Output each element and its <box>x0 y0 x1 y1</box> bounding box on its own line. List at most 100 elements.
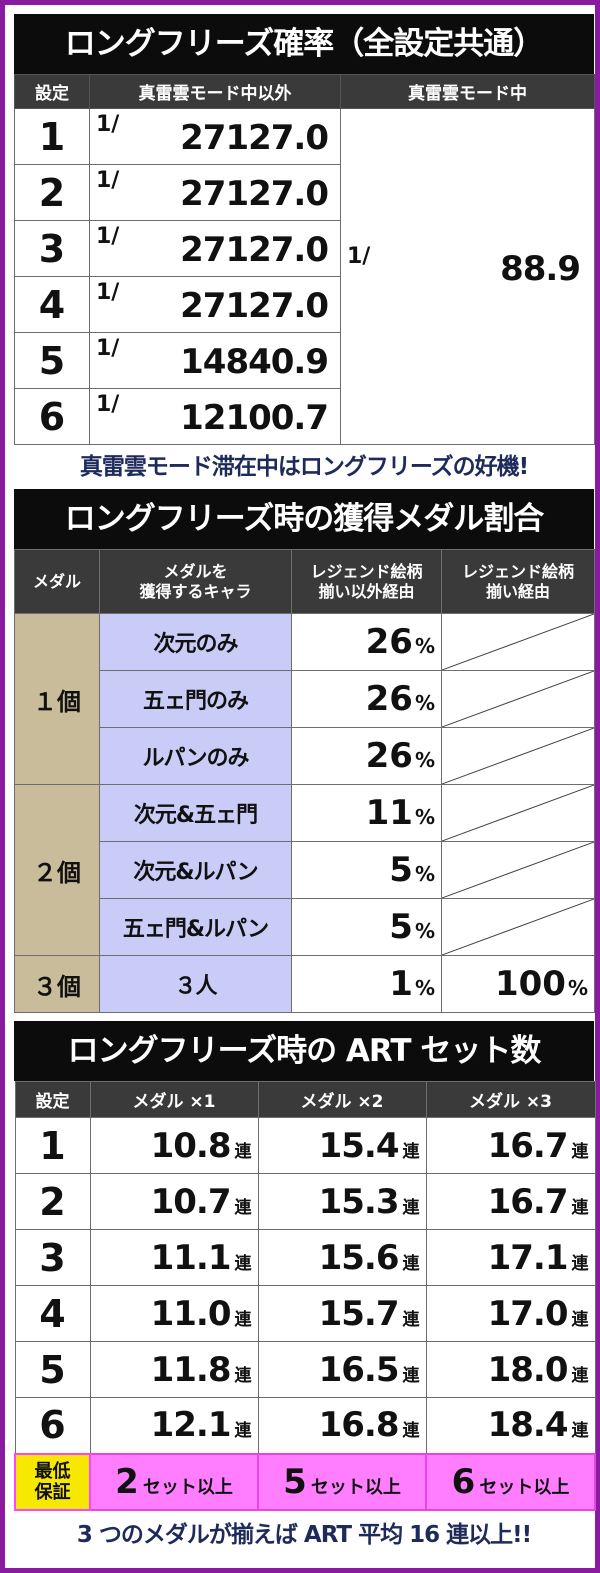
guarantee-value: 5 <box>283 1461 307 1502</box>
guarantee-label: 最低 保証 <box>14 1452 91 1511</box>
ren-value: 15.4 <box>318 1125 400 1166</box>
ren-unit: 連 <box>402 1421 420 1442</box>
ren-cell: 17.1 連 <box>425 1229 596 1286</box>
slash-line <box>442 899 594 955</box>
percent-unit: % <box>414 805 435 829</box>
character-cell: 次元のみ <box>99 613 292 671</box>
header-medal-x2: メダル ×2 <box>257 1081 427 1118</box>
slash-line <box>442 614 594 670</box>
ren-unit: 連 <box>571 1197 589 1218</box>
character-cell: 五ェ門&ルパン <box>99 898 292 956</box>
ren-unit: 連 <box>234 1141 252 1162</box>
section-gap <box>14 1013 594 1021</box>
probability-cell: 1/ 14840.9 <box>89 332 341 389</box>
art-set-count-table: 設定 メダル ×1 メダル ×2 メダル ×3 1 10.8 連 15.4 連 16… <box>14 1081 596 1511</box>
table-row: 5 11.8 連 16.5 連 18.0 連 <box>14 1341 596 1398</box>
medal-count: １個 <box>14 613 100 785</box>
table-row: 五ェ門のみ 26% <box>15 670 595 728</box>
header-legend: レジェンド絵柄 揃い経由 <box>441 549 595 614</box>
percent-cell: 26% <box>291 670 442 728</box>
ren-unit: 連 <box>234 1365 252 1386</box>
fraction-prefix: 1/ <box>347 244 371 269</box>
table-row: 1 1/ 27127.0 1/ 88.9 <box>14 108 595 445</box>
percent-unit: % <box>414 634 435 658</box>
setting-number: 6 <box>14 1397 91 1454</box>
probability-cell: 1/ 27127.0 <box>89 220 341 277</box>
table-row: ３個 ３人 1% 100% <box>14 955 595 1013</box>
long-freeze-probability-table: 設定 真雷雲モード中以外 真雷雲モード中 1 1/ 27127.0 1/ 88.… <box>14 74 595 445</box>
ren-value: 15.7 <box>318 1293 400 1334</box>
slash-line <box>442 842 594 898</box>
ren-value: 15.6 <box>318 1237 400 1278</box>
ren-cell: 16.5 連 <box>257 1341 427 1398</box>
header-medal: メダル <box>14 549 100 614</box>
ren-cell: 11.1 連 <box>89 1229 259 1286</box>
percent-unit: % <box>414 919 435 943</box>
fraction-prefix: 1/ <box>96 392 120 417</box>
guarantee-value: 6 <box>451 1461 476 1502</box>
medal-count: ２個 <box>14 784 100 956</box>
character-cell: ルパンのみ <box>99 727 292 785</box>
ren-unit: 連 <box>571 1141 589 1162</box>
empty-slash-cell <box>441 727 595 785</box>
setting-number: 4 <box>14 1285 91 1342</box>
ren-unit: 連 <box>402 1253 420 1274</box>
ren-cell: 18.4 連 <box>425 1397 596 1454</box>
ren-unit: 連 <box>571 1253 589 1274</box>
probability-value: 14840.9 <box>180 342 329 382</box>
percent-unit: % <box>414 691 435 715</box>
guarantee-unit: セット以上 <box>479 1476 570 1498</box>
setting-number: 1 <box>14 108 90 165</box>
percent-value: 100 <box>494 964 566 1004</box>
empty-slash-cell <box>441 841 595 899</box>
shinraiun-note: 真雷雲モード滞在中はロングフリーズの好機! <box>79 454 529 480</box>
ren-value: 11.8 <box>150 1349 232 1390</box>
ren-cell: 16.7 連 <box>425 1173 596 1230</box>
character-cell: 五ェ門のみ <box>99 670 292 728</box>
guarantee-unit: セット以上 <box>142 1476 233 1498</box>
header-setting: 設定 <box>14 74 90 109</box>
guarantee-unit: セット以上 <box>310 1476 401 1498</box>
probability-cell: 1/ 12100.7 <box>89 388 341 445</box>
header-not-shinraiun: 真雷雲モード中以外 <box>89 74 341 109</box>
table-row: 5 1/ 14840.9 <box>14 332 595 389</box>
table-row: １個 次元のみ 26% <box>14 613 595 785</box>
table-header-row: メダル メダルを 獲得するキャラ レジェンド絵柄 揃い以外経由 レジェンド絵柄 … <box>14 549 595 614</box>
percent-value: 26 <box>365 679 413 719</box>
table-header-row: 設定 真雷雲モード中以外 真雷雲モード中 <box>14 74 595 109</box>
ren-cell: 16.8 連 <box>257 1397 427 1454</box>
guarantee-label-line: 最低 <box>34 1460 71 1482</box>
table-row: ２個 次元&五ェ門 11% <box>14 784 595 956</box>
long-freeze-probability-title: ロングフリーズ確率（全設定共通） <box>14 14 594 74</box>
header-shinraiun: 真雷雲モード中 <box>340 74 595 109</box>
ren-cell: 17.0 連 <box>425 1285 596 1342</box>
table-row: 次元&ルパン 5% <box>15 841 595 899</box>
character-cell: ３人 <box>99 955 292 1013</box>
medal-ratio-title: ロングフリーズ時の獲得メダル割合 <box>14 489 594 549</box>
percent-unit: % <box>567 976 588 1000</box>
percent-value: 5 <box>389 850 413 890</box>
guarantee-row: 最低 保証 2 セット以上 5 セット以上 6 セット以上 <box>14 1452 596 1511</box>
guarantee-label-line: 保証 <box>34 1481 71 1503</box>
percent-cell: 26% <box>291 613 442 671</box>
probability-value: 27127.0 <box>180 118 329 158</box>
ren-unit: 連 <box>571 1365 589 1386</box>
ren-value: 11.1 <box>150 1237 232 1278</box>
ren-value: 18.0 <box>487 1349 569 1390</box>
setting-number: 3 <box>14 220 90 277</box>
ren-cell: 16.7 連 <box>425 1117 596 1174</box>
ren-unit: 連 <box>571 1421 589 1442</box>
table-row: 6 12.1 連 16.8 連 18.4 連 <box>14 1397 596 1454</box>
ren-unit: 連 <box>402 1309 420 1330</box>
fraction-prefix: 1/ <box>96 336 120 361</box>
percent-unit: % <box>414 976 435 1000</box>
empty-slash-cell <box>441 613 595 671</box>
table-row: 1 10.8 連 15.4 連 16.7 連 <box>14 1117 596 1174</box>
setting-number: 6 <box>14 388 90 445</box>
slash-line <box>442 728 594 784</box>
probability-value: 88.9 <box>500 249 581 289</box>
content: ロングフリーズ確率（全設定共通） 設定 真雷雲モード中以外 真雷雲モード中 1 … <box>14 14 596 1559</box>
setting-number: 3 <box>14 1229 91 1286</box>
fraction-prefix: 1/ <box>96 168 120 193</box>
